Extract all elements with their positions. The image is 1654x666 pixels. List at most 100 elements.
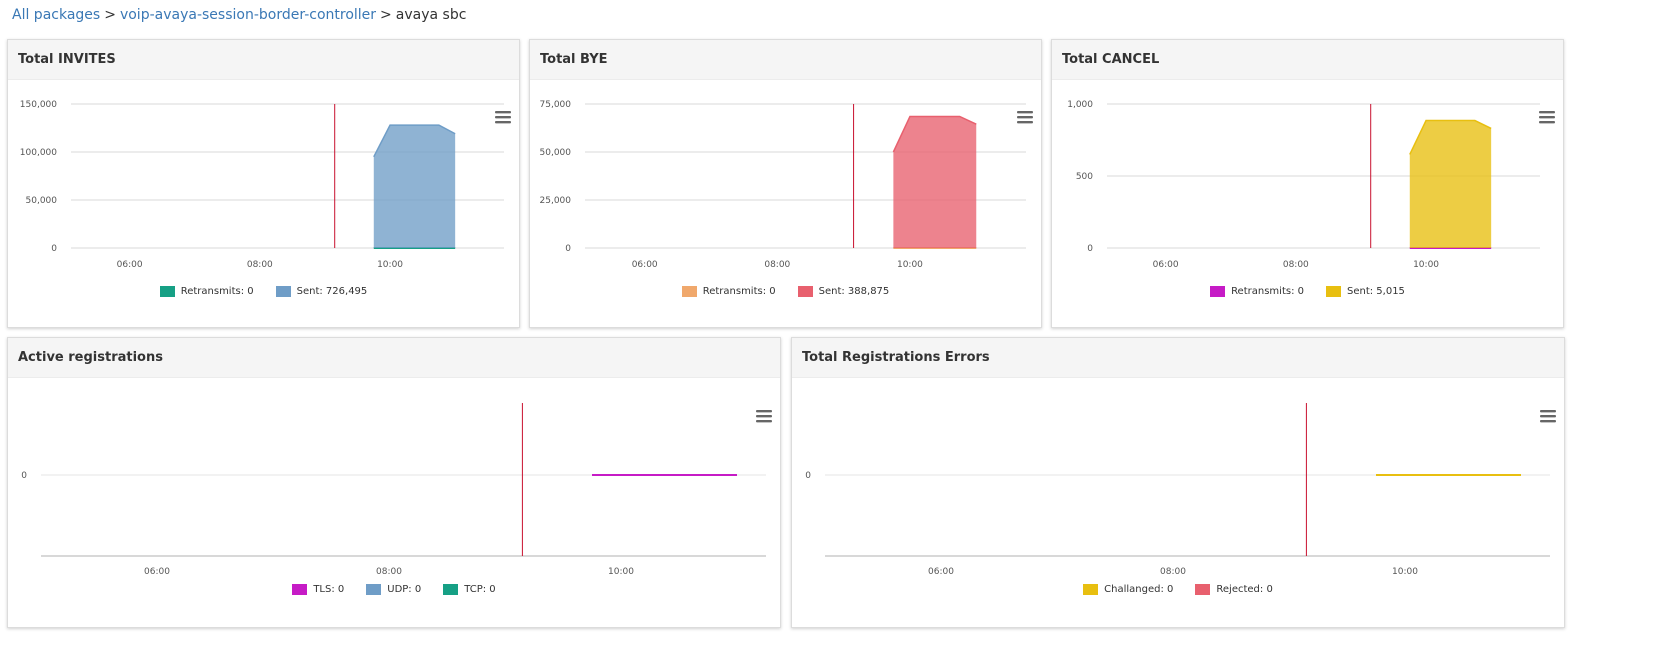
registration-errors-chart-svg: 0 06:00 08:00 10:00 bbox=[805, 403, 1556, 577]
series-line bbox=[892, 115, 977, 153]
series-area bbox=[1409, 120, 1492, 248]
legend-item-retransmits[interactable]: Retransmits: 0 bbox=[159, 286, 254, 297]
y-tick-label: 0 bbox=[805, 471, 811, 481]
legend-item-challanged[interactable]: Challanged: 0 bbox=[1083, 584, 1173, 595]
cancel-panel: Total CANCEL 0 500 1,000 06:00 08:00 10:00 Re… bbox=[1051, 39, 1564, 328]
menu-icon-bar bbox=[1539, 121, 1555, 124]
menu-icon-bar bbox=[756, 415, 772, 418]
legend-label: TCP: 0 bbox=[464, 584, 496, 595]
panel-title: Total CANCEL bbox=[1062, 52, 1160, 67]
series-area bbox=[893, 116, 977, 248]
breadcrumb: All packages > voip-avaya-session-border-c… bbox=[12, 6, 466, 24]
panel-header: Total BYE bbox=[530, 40, 1041, 80]
x-tick-label: 08:00 bbox=[376, 567, 402, 577]
chart-legend: Retransmits: 0 Sent: 726,495 bbox=[8, 286, 519, 297]
x-tick-label: 06:00 bbox=[928, 567, 954, 577]
menu-icon-bar bbox=[1539, 111, 1555, 114]
legend-item-tls[interactable]: TLS: 0 bbox=[292, 584, 344, 595]
menu-icon-bar bbox=[495, 121, 511, 124]
menu-icon-bar bbox=[495, 111, 511, 114]
y-tick-label: 100,000 bbox=[20, 148, 57, 158]
legend-item-udp[interactable]: UDP: 0 bbox=[366, 584, 421, 595]
legend-label: Challanged: 0 bbox=[1104, 584, 1174, 595]
invites-panel: Total INVITES 0 50,000 100,000 150,000 06:00… bbox=[7, 39, 520, 328]
x-tick-label: 06:00 bbox=[117, 260, 143, 270]
x-tick-label: 08:00 bbox=[247, 260, 273, 270]
x-tick-label: 06:00 bbox=[632, 260, 658, 270]
breadcrumb-current: avaya sbc bbox=[395, 7, 467, 23]
cancel-chart: 0 500 1,000 06:00 08:00 10:00 Retransmits: 0 … bbox=[1052, 80, 1563, 327]
legend-swatch bbox=[292, 584, 308, 595]
menu-icon-bar bbox=[1540, 415, 1556, 418]
legend-swatch bbox=[366, 584, 382, 595]
chart-legend: Challanged: 0 Rejected: 0 bbox=[792, 584, 1564, 595]
menu-icon[interactable] bbox=[1539, 111, 1555, 124]
y-tick-label: 50,000 bbox=[540, 148, 572, 158]
y-tick-label: 500 bbox=[1076, 172, 1093, 182]
breadcrumb-separator: > bbox=[104, 7, 116, 23]
x-tick-label: 08:00 bbox=[764, 260, 790, 270]
legend-item-sent[interactable]: Sent: 388,875 bbox=[797, 286, 889, 297]
legend-label: Retransmits: 0 bbox=[702, 286, 776, 297]
menu-icon-bar bbox=[1017, 116, 1033, 119]
menu-icon-bar bbox=[1017, 111, 1033, 114]
panel-title: Total INVITES bbox=[18, 52, 116, 67]
legend-item-sent[interactable]: Sent: 726,495 bbox=[275, 286, 368, 297]
panel-title: Total BYE bbox=[540, 52, 608, 67]
series-area bbox=[373, 125, 456, 248]
legend-swatch bbox=[1210, 286, 1226, 297]
menu-icon[interactable] bbox=[1017, 111, 1033, 124]
series-line bbox=[373, 124, 456, 158]
chart-legend: Retransmits: 0 Sent: 5,015 bbox=[1052, 286, 1563, 297]
x-tick-label: 10:00 bbox=[377, 260, 403, 270]
menu-icon-bar bbox=[495, 116, 511, 119]
active-registrations-chart: 0 06:00 08:00 10:00 TLS: 0 UDP: 0 TCP: 0 bbox=[8, 378, 780, 627]
invites-chart: 0 50,000 100,000 150,000 06:00 08:00 10:00 Ret… bbox=[8, 80, 519, 327]
y-tick-label: 0 bbox=[565, 244, 571, 254]
y-tick-label: 0 bbox=[51, 244, 57, 254]
legend-item-tcp[interactable]: TCP: 0 bbox=[443, 584, 496, 595]
legend-item-sent[interactable]: Sent: 5,015 bbox=[1325, 286, 1405, 297]
x-tick-label: 10:00 bbox=[897, 260, 923, 270]
legend-label: Rejected: 0 bbox=[1216, 584, 1273, 595]
x-tick-label: 06:00 bbox=[1153, 260, 1179, 270]
panel-header: Total INVITES bbox=[8, 40, 519, 80]
legend-swatch bbox=[1083, 584, 1099, 595]
legend-swatch bbox=[443, 584, 459, 595]
y-tick-label: 50,000 bbox=[26, 196, 58, 206]
panel-header: Active registrations bbox=[8, 338, 780, 378]
legend-item-rejected[interactable]: Rejected: 0 bbox=[1195, 584, 1273, 595]
registration-errors-panel: Total Registrations Errors 0 06:00 08:00 10… bbox=[791, 337, 1565, 628]
breadcrumb-all-packages-link[interactable]: All packages bbox=[12, 7, 101, 23]
y-tick-label: 75,000 bbox=[540, 100, 572, 110]
menu-icon[interactable] bbox=[1540, 410, 1556, 423]
menu-icon[interactable] bbox=[495, 111, 511, 124]
active-registrations-panel: Active registrations 0 06:00 08:00 10:00 TL… bbox=[7, 337, 781, 628]
legend-swatch bbox=[681, 286, 697, 297]
invites-chart-svg: 0 50,000 100,000 150,000 06:00 08:00 10:00 bbox=[20, 100, 511, 270]
series-line bbox=[1409, 119, 1492, 155]
legend-label: Sent: 726,495 bbox=[296, 286, 368, 297]
legend-swatch bbox=[275, 286, 291, 297]
legend-item-retransmits[interactable]: Retransmits: 0 bbox=[681, 286, 776, 297]
breadcrumb-package-link[interactable]: voip-avaya-session-border-controller bbox=[119, 7, 377, 23]
legend-label: Retransmits: 0 bbox=[180, 286, 254, 297]
x-tick-label: 10:00 bbox=[608, 567, 634, 577]
y-tick-label: 1,000 bbox=[1067, 100, 1093, 110]
legend-item-retransmits[interactable]: Retransmits: 0 bbox=[1210, 286, 1304, 297]
panel-header: Total CANCEL bbox=[1052, 40, 1563, 80]
menu-icon-bar bbox=[1539, 116, 1555, 119]
legend-swatch bbox=[1195, 584, 1211, 595]
menu-icon-bar bbox=[756, 420, 772, 423]
y-tick-label: 150,000 bbox=[20, 100, 57, 110]
panel-title: Active registrations bbox=[18, 350, 163, 365]
breadcrumb-separator: > bbox=[380, 7, 392, 23]
chart-legend: TLS: 0 UDP: 0 TCP: 0 bbox=[8, 584, 780, 595]
panel-header: Total Registrations Errors bbox=[792, 338, 1564, 378]
x-tick-label: 08:00 bbox=[1160, 567, 1186, 577]
menu-icon[interactable] bbox=[756, 410, 772, 423]
legend-swatch bbox=[797, 286, 813, 297]
active-registrations-chart-svg: 0 06:00 08:00 10:00 bbox=[21, 403, 772, 577]
cancel-chart-svg: 0 500 1,000 06:00 08:00 10:00 bbox=[1067, 100, 1555, 270]
registration-errors-chart: 0 06:00 08:00 10:00 Challanged: 0 Rejected:… bbox=[792, 378, 1564, 627]
